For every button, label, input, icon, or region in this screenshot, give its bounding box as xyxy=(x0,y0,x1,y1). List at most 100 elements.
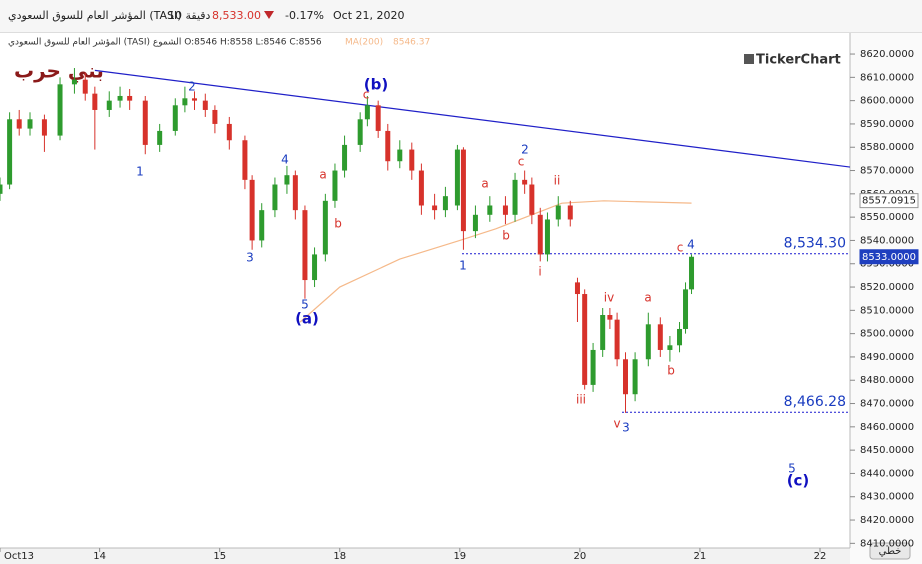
wave-label: 1 xyxy=(459,259,467,273)
candle-body xyxy=(226,123,232,141)
candle-body xyxy=(512,179,518,215)
wave-label: 2 xyxy=(188,80,196,94)
y-tick-label: 8600.0000 xyxy=(860,96,914,107)
wave-label: v xyxy=(613,417,620,431)
last-price: 8,533.00 xyxy=(212,9,261,22)
price-tag xyxy=(859,193,919,209)
wave-label: b xyxy=(502,229,510,243)
x-tick-label: 21 xyxy=(694,551,707,562)
wave-label: 4 xyxy=(281,153,289,167)
wave-label: 2 xyxy=(521,143,529,157)
candle-body xyxy=(7,119,13,185)
candle-body xyxy=(622,359,628,395)
wave-label: (a) xyxy=(295,310,319,328)
candle-body xyxy=(537,214,543,255)
candle-body xyxy=(312,254,318,281)
mode-button[interactable] xyxy=(869,542,911,560)
mode-button-label[interactable]: خطي xyxy=(879,546,902,557)
wave-label: 3 xyxy=(622,421,630,435)
wave-label: iii xyxy=(576,393,586,407)
wave-label: c xyxy=(518,155,525,169)
candle-body xyxy=(600,315,606,350)
x-tick-label: 20 xyxy=(574,551,587,562)
candle-body xyxy=(683,289,689,329)
candle-body xyxy=(375,105,381,131)
candle-body xyxy=(460,149,466,232)
trendline xyxy=(94,69,851,168)
candle-body xyxy=(418,170,424,206)
candle-body xyxy=(292,175,298,211)
watermark: بني حرب xyxy=(14,59,104,84)
y-axis-bg xyxy=(850,32,922,564)
wave-label: c xyxy=(677,241,684,255)
candle-body xyxy=(82,79,88,94)
wave-label: i xyxy=(538,265,541,279)
candle-body xyxy=(645,324,651,360)
candle-body xyxy=(106,100,112,110)
wave-label: 5 xyxy=(788,462,796,476)
candle-body xyxy=(582,294,588,385)
candle-body xyxy=(41,119,47,136)
x-tick-label: 22 xyxy=(814,551,827,562)
candle-body xyxy=(127,95,133,101)
date: Oct 21, 2020 xyxy=(333,9,405,22)
wave-label: a xyxy=(481,177,488,191)
x-tick-label: 19 xyxy=(453,551,466,562)
y-tick-label: 8480.0000 xyxy=(860,375,914,386)
candle-body xyxy=(607,315,613,320)
candle-body xyxy=(689,256,695,290)
interval: 10 دقيقة xyxy=(168,9,211,22)
price-tag-label: 8533.0000 xyxy=(862,252,916,263)
candle-body xyxy=(667,345,673,350)
y-tick-label: 8420.0000 xyxy=(860,515,914,526)
x-tick-label: 18 xyxy=(333,551,346,562)
x-tick-label: Oct13 xyxy=(4,551,34,562)
candle-body xyxy=(172,105,178,131)
candle-body xyxy=(590,349,596,385)
wave-label: a xyxy=(319,168,326,182)
candle-body xyxy=(71,79,77,85)
candle-body xyxy=(385,130,391,162)
y-tick-label: 8580.0000 xyxy=(860,142,914,153)
y-tick-label: 8570.0000 xyxy=(860,166,914,177)
candle-body xyxy=(242,140,248,180)
candle-body xyxy=(677,328,683,346)
wave-label: 3 xyxy=(246,251,254,265)
y-tick-label: 8490.0000 xyxy=(860,352,914,363)
ohlc-legend: المؤشر العام للسوق السعودي (TASI) الشموع… xyxy=(8,38,322,48)
candle-body xyxy=(522,179,528,185)
candle-body xyxy=(409,149,415,171)
wave-label: (b) xyxy=(364,76,388,94)
candle-body xyxy=(259,210,265,241)
candle-body xyxy=(657,324,663,350)
wave-label: iv xyxy=(604,291,614,305)
candle-body xyxy=(614,319,620,360)
candle-body xyxy=(529,184,535,215)
wave-label: b xyxy=(667,364,675,378)
y-tick-label: 8510.0000 xyxy=(860,305,914,316)
candle-body xyxy=(574,282,580,295)
candle-body xyxy=(202,100,208,110)
ma-line xyxy=(299,200,692,323)
wave-label: ii xyxy=(554,174,561,188)
candle-body xyxy=(555,205,561,220)
candle-body xyxy=(432,205,438,211)
y-tick-label: 8440.0000 xyxy=(860,468,914,479)
x-axis-bg xyxy=(0,548,850,564)
candle-body xyxy=(472,214,478,232)
candle-body xyxy=(342,144,348,171)
candle-body xyxy=(442,196,448,211)
candle-body xyxy=(0,184,3,194)
candle-body xyxy=(191,98,197,101)
wave-label: c xyxy=(363,88,370,102)
candle-body xyxy=(322,200,328,255)
candle-body xyxy=(157,130,163,145)
candle-body xyxy=(302,210,308,281)
candle-body xyxy=(57,84,63,136)
down-arrow xyxy=(264,11,274,19)
y-tick-label: 8500.0000 xyxy=(860,329,914,340)
wave-label: 1 xyxy=(136,165,144,179)
wave-label: a xyxy=(644,291,651,305)
candle-body xyxy=(92,93,98,110)
